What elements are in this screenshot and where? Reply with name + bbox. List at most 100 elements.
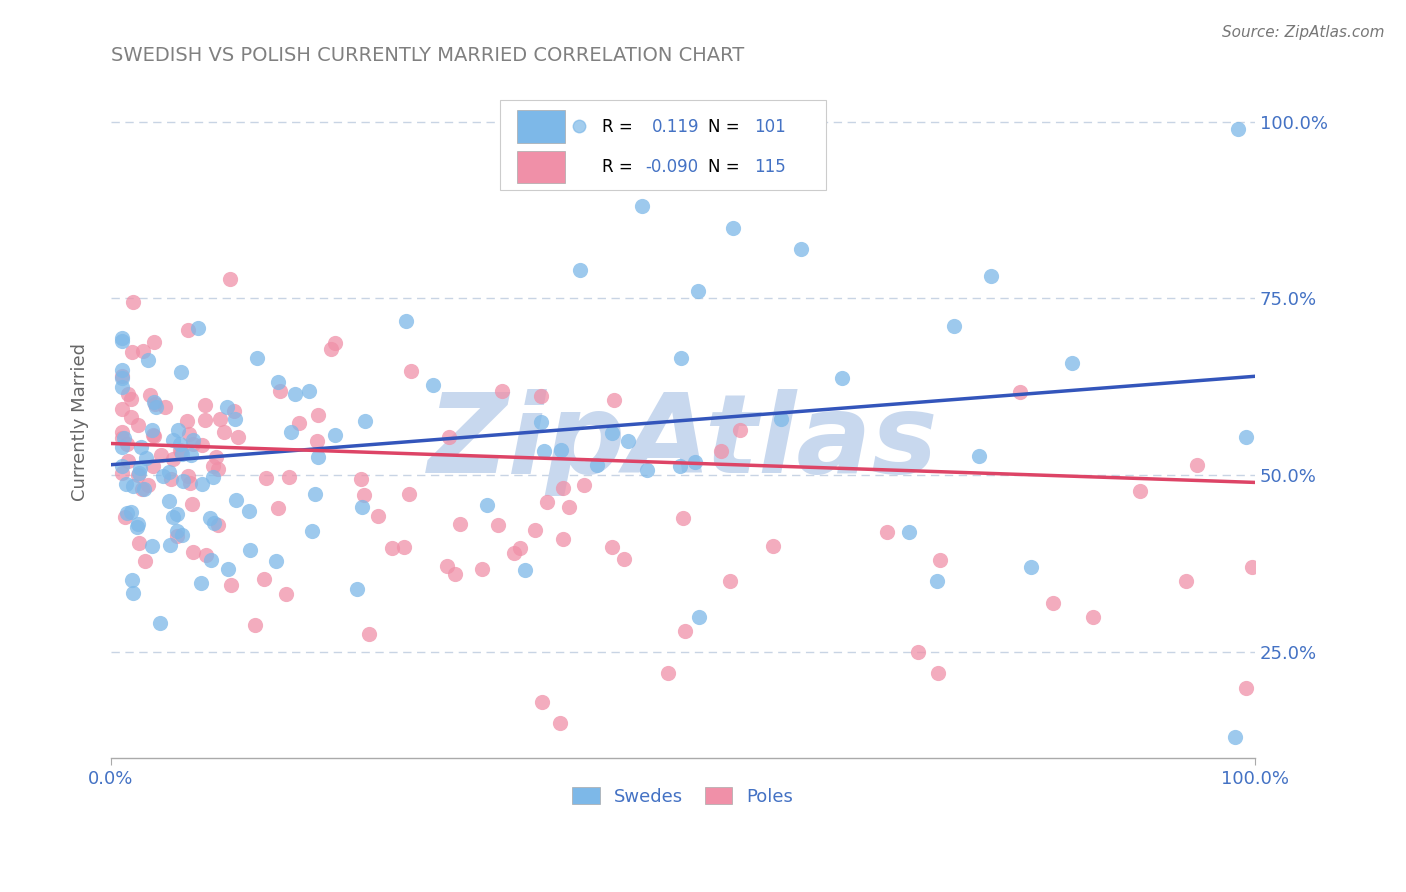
Point [217, 562, 239, 576]
Point [121, 410, 143, 425]
Point [657, 666, 679, 681]
Point [111, 330, 134, 344]
Point [190, 438, 212, 452]
FancyBboxPatch shape [499, 100, 825, 190]
Point [1234, 681, 1257, 695]
Point [162, 433, 184, 447]
Point [1225, 730, 1247, 744]
Point [1226, 121, 1249, 136]
Point [112, 432, 135, 446]
Point [169, 443, 191, 458]
Point [321, 343, 343, 357]
Point [132, 344, 155, 359]
Point [207, 517, 229, 532]
Point [558, 500, 581, 514]
Point [929, 553, 952, 567]
Point [190, 576, 212, 591]
Point [169, 436, 191, 450]
Point [688, 285, 710, 299]
Point [669, 458, 692, 473]
Point [491, 384, 513, 398]
Point [1129, 483, 1152, 498]
Point [121, 294, 143, 309]
Point [304, 487, 326, 501]
Point [710, 443, 733, 458]
Point [120, 506, 142, 520]
Point [143, 396, 166, 410]
Point [194, 549, 217, 563]
Text: -0.090: -0.090 [645, 158, 699, 176]
Point [134, 554, 156, 568]
Point [187, 321, 209, 335]
Point [238, 503, 260, 517]
Point [942, 318, 965, 333]
Point [1185, 458, 1208, 472]
Point [136, 353, 159, 368]
Point [762, 539, 785, 553]
Point [301, 524, 323, 538]
Legend: Swedes, Poles: Swedes, Poles [565, 780, 800, 814]
Point [357, 627, 380, 641]
Point [152, 469, 174, 483]
Point [307, 450, 329, 464]
Point [530, 389, 553, 403]
Point [907, 645, 929, 659]
Point [436, 558, 458, 573]
Point [399, 364, 422, 378]
Point [876, 524, 898, 539]
Point [307, 408, 329, 422]
Point [159, 538, 181, 552]
Point [586, 458, 609, 472]
Point [269, 384, 291, 399]
Text: ZipAtlas: ZipAtlas [427, 389, 938, 496]
Point [179, 475, 201, 490]
Point [134, 482, 156, 496]
Point [121, 345, 143, 359]
Point [127, 468, 149, 483]
Point [121, 586, 143, 600]
Point [194, 412, 217, 426]
Point [718, 574, 741, 589]
Point [111, 440, 134, 454]
Point [789, 242, 811, 256]
Point [325, 428, 347, 442]
Point [477, 498, 499, 512]
Text: N =: N = [709, 118, 740, 136]
Point [600, 425, 623, 440]
Point [530, 415, 553, 429]
Point [166, 508, 188, 522]
Point [572, 477, 595, 491]
Point [138, 388, 160, 402]
Point [172, 527, 194, 541]
Point [254, 471, 277, 485]
Point [636, 463, 658, 477]
Point [217, 400, 239, 414]
Point [1081, 610, 1104, 624]
Text: Source: ZipAtlas.com: Source: ZipAtlas.com [1222, 25, 1385, 40]
Point [143, 394, 166, 409]
Y-axis label: Currently Married: Currently Married [72, 343, 89, 501]
Point [205, 450, 228, 464]
Point [131, 482, 153, 496]
Point [145, 400, 167, 414]
Point [486, 517, 509, 532]
Point [111, 363, 134, 377]
Point [117, 387, 139, 401]
Point [503, 546, 526, 560]
Point [264, 554, 287, 568]
Text: R =: R = [602, 158, 633, 176]
Point [298, 384, 321, 398]
Point [672, 510, 695, 524]
Point [267, 500, 290, 515]
Point [367, 509, 389, 524]
Point [208, 412, 231, 426]
Point [159, 472, 181, 486]
Point [245, 618, 267, 632]
Point [353, 487, 375, 501]
Point [111, 380, 134, 394]
Point [180, 448, 202, 462]
Point [471, 562, 494, 576]
Point [630, 199, 652, 213]
Point [669, 351, 692, 365]
Point [225, 492, 247, 507]
